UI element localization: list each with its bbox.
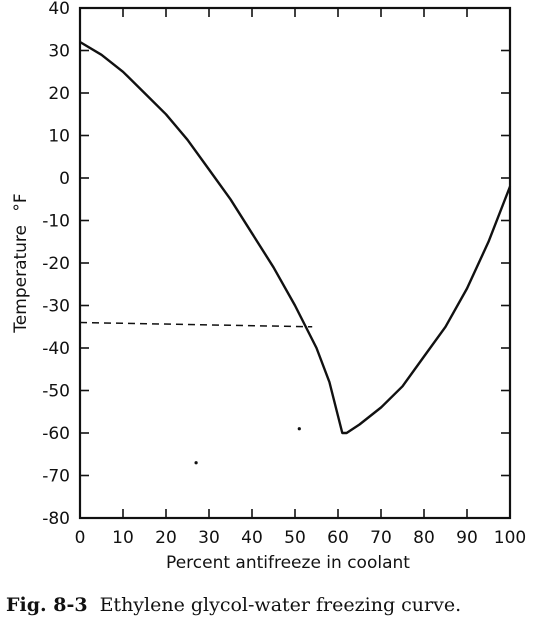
mark-group — [194, 427, 301, 465]
y-tick-label: -20 — [42, 254, 70, 274]
plot-frame — [78, 6, 512, 520]
y-tick-label: -60 — [42, 424, 70, 444]
caption-text: Ethylene glycol-water freezing curve. — [100, 594, 462, 616]
y-tick-label: -40 — [42, 339, 70, 359]
y-tick-label: -80 — [42, 509, 70, 529]
stray-mark — [297, 427, 301, 431]
x-tick-label: 100 — [494, 528, 526, 548]
x-tick-label: 0 — [75, 528, 86, 548]
freezing-curve-line — [79, 40, 512, 435]
x-tick-label: 30 — [198, 528, 220, 548]
y-tick-label: 0 — [59, 169, 70, 189]
x-tick-label: 70 — [370, 528, 392, 548]
x-tick-label: 20 — [155, 528, 177, 548]
x-tick-label: 10 — [112, 528, 134, 548]
x-tick-label: 40 — [241, 528, 263, 548]
y-tick-label: 30 — [48, 42, 70, 62]
y-tick-label: 20 — [48, 84, 70, 104]
x-tick-label: 50 — [284, 528, 306, 548]
x-tick-label: 90 — [456, 528, 478, 548]
dashed-reference-line — [79, 321, 313, 328]
y-tick-label: -70 — [42, 467, 70, 487]
y-axis-title: Temperature °F — [11, 193, 31, 333]
y-tick-label: 10 — [48, 127, 70, 147]
caption-prefix: Fig. 8-3 — [6, 594, 88, 616]
stray-mark — [194, 461, 198, 465]
series-group — [79, 40, 512, 435]
y-tick-label: -50 — [42, 382, 70, 402]
y-tick-label: 40 — [48, 0, 70, 19]
y-tick-label: -10 — [42, 212, 70, 232]
x-axis-title: Percent antifreeze in coolant — [166, 553, 410, 573]
y-tick-label: -30 — [42, 297, 70, 317]
x-tick-label: 80 — [413, 528, 435, 548]
y-axis-unit: °F — [11, 193, 31, 211]
x-tick-label: 60 — [327, 528, 349, 548]
y-tick-group: 40 30 20 10 0 -10 -20 -30 -40 -50 -60 -70 -80 — [42, 0, 510, 529]
y-axis-label: Temperature — [11, 225, 31, 334]
x-tick-group: 0 10 20 30 40 50 60 70 80 90 100 — [75, 8, 526, 548]
figure-caption: Fig. 8-3 Ethylene glycol-water freezing … — [6, 594, 461, 616]
